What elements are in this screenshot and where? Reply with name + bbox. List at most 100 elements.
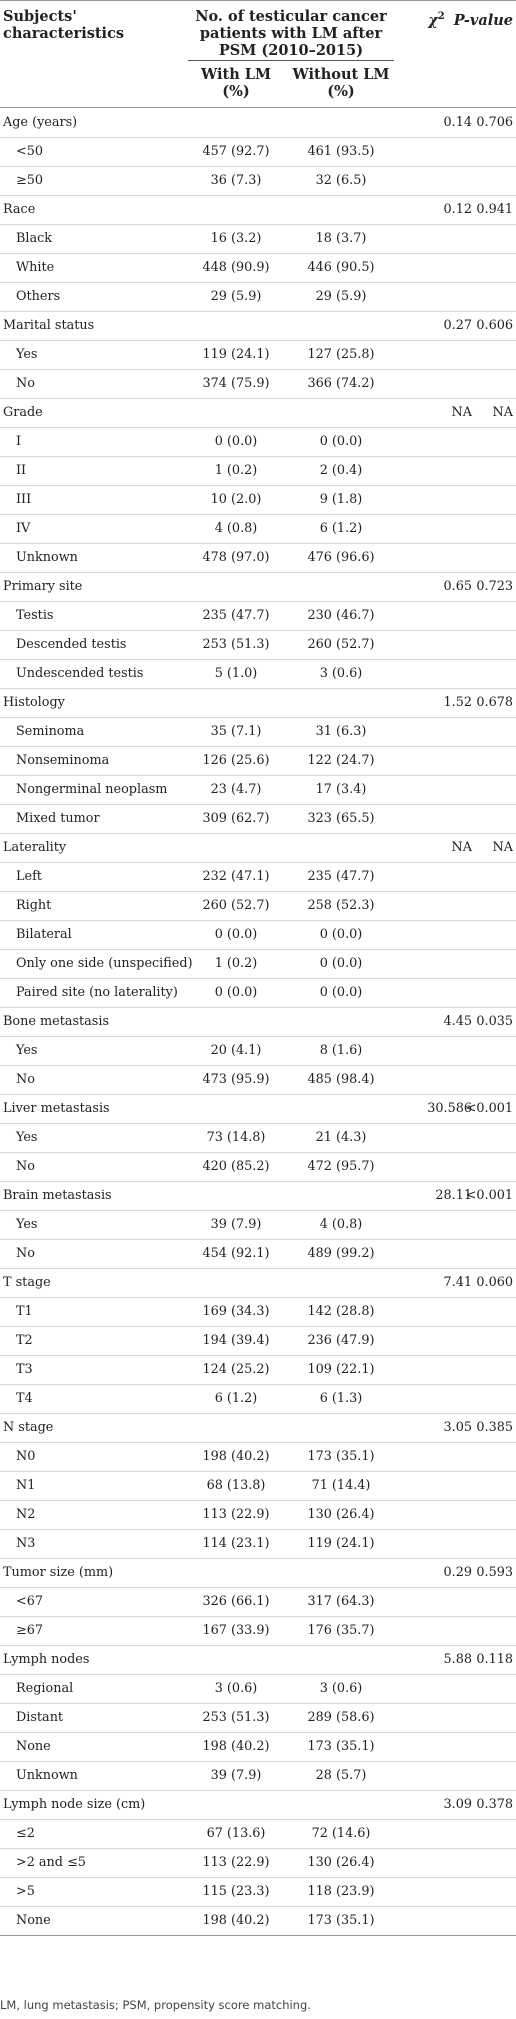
p-value: 0.678	[476, 695, 513, 710]
row-divider	[0, 1442, 516, 1443]
table-row: ≥67 167 (33.9) 176 (35.7)	[0, 1616, 516, 1645]
row-divider	[0, 398, 516, 399]
table-row: Descended testis 253 (51.3) 260 (52.7)	[0, 630, 516, 659]
without-lm-value: 127 (25.8)	[307, 347, 375, 362]
without-lm-value: 3 (0.6)	[319, 1681, 363, 1696]
with-lm-value: 29 (5.9)	[210, 289, 262, 304]
table-row: III 10 (2.0) 9 (1.8)	[0, 485, 516, 514]
row-divider	[0, 1877, 516, 1878]
table-row: None 198 (40.2) 173 (35.1)	[0, 1732, 516, 1761]
with-lm-value: 198 (40.2)	[202, 1449, 270, 1464]
row-divider	[0, 1616, 516, 1617]
row-divider	[0, 282, 516, 283]
row-label: <67	[16, 1594, 44, 1609]
table-row: N2 113 (22.9) 130 (26.4)	[0, 1500, 516, 1529]
with-lm-value: 67 (13.6)	[206, 1826, 266, 1841]
table-row: N0 198 (40.2) 173 (35.1)	[0, 1442, 516, 1471]
row-label: Regional	[16, 1681, 74, 1696]
without-lm-value: 489 (99.2)	[307, 1246, 375, 1261]
with-lm-value: 448 (90.9)	[202, 260, 270, 275]
row-divider	[0, 369, 516, 370]
row-label: IV	[16, 521, 31, 536]
table-row: >2 and ≤5 113 (22.9) 130 (26.4)	[0, 1848, 516, 1877]
row-label: No	[16, 1246, 35, 1261]
table-group-row: Marital status 0.27 0.606	[0, 311, 516, 340]
table-row: T3 124 (25.2) 109 (22.1)	[0, 1355, 516, 1384]
table-row: Distant 253 (51.3) 289 (58.6)	[0, 1703, 516, 1732]
header-group: No. of testicular cancer patients with L…	[195, 8, 387, 59]
row-label: Marital status	[3, 318, 95, 333]
row-divider	[0, 949, 516, 950]
chi2-value: 0.27	[443, 318, 473, 333]
row-divider	[0, 1355, 516, 1356]
row-label: Liver metastasis	[3, 1101, 110, 1116]
without-lm-value: 317 (64.3)	[307, 1594, 375, 1609]
table-row: T1 169 (34.3) 142 (28.8)	[0, 1297, 516, 1326]
row-divider	[0, 746, 516, 747]
table-row: Undescended testis 5 (1.0) 3 (0.6)	[0, 659, 516, 688]
row-label: Yes	[16, 347, 38, 362]
row-divider	[0, 1036, 516, 1037]
row-divider	[0, 195, 516, 196]
header-bottom-rule	[0, 107, 516, 108]
without-lm-value: 173 (35.1)	[307, 1739, 375, 1754]
row-label: No	[16, 1072, 35, 1087]
row-divider	[0, 572, 516, 573]
row-label: Black	[16, 231, 53, 246]
row-divider	[0, 1181, 516, 1182]
without-lm-value: 130 (26.4)	[307, 1507, 375, 1522]
row-divider	[0, 485, 516, 486]
table-row: Regional 3 (0.6) 3 (0.6)	[0, 1674, 516, 1703]
without-lm-value: 235 (47.7)	[307, 869, 375, 884]
with-lm-value: 20 (4.1)	[210, 1043, 262, 1058]
without-lm-value: 109 (22.1)	[307, 1362, 375, 1377]
with-lm-value: 119 (24.1)	[202, 347, 270, 362]
table-row: Yes 119 (24.1) 127 (25.8)	[0, 340, 516, 369]
with-lm-value: 420 (85.2)	[202, 1159, 270, 1174]
row-divider	[0, 166, 516, 167]
row-divider	[0, 253, 516, 254]
row-label: III	[16, 492, 32, 507]
table-row: N3 114 (23.1) 119 (24.1)	[0, 1529, 516, 1558]
chi2-value: 3.05	[443, 1420, 473, 1435]
with-lm-value: 169 (34.3)	[202, 1304, 270, 1319]
with-lm-value: 115 (23.3)	[202, 1884, 270, 1899]
table-row: II 1 (0.2) 2 (0.4)	[0, 456, 516, 485]
with-lm-value: 0 (0.0)	[214, 434, 258, 449]
row-divider	[0, 224, 516, 225]
row-divider	[0, 311, 516, 312]
with-lm-value: 113 (22.9)	[202, 1855, 270, 1870]
header-without-lm: Without LM (%)	[292, 66, 390, 100]
row-label: T1	[16, 1304, 33, 1319]
without-lm-value: 3 (0.6)	[319, 666, 363, 681]
row-label: Lymph nodes	[3, 1652, 90, 1667]
table-row: No 454 (92.1) 489 (99.2)	[0, 1239, 516, 1268]
row-divider	[0, 1239, 516, 1240]
table-row: Unknown 39 (7.9) 28 (5.7)	[0, 1761, 516, 1790]
row-label: N stage	[3, 1420, 54, 1435]
with-lm-value: 126 (25.6)	[202, 753, 270, 768]
table-row: Only one side (unspecified) 1 (0.2) 0 (0.0…	[0, 949, 516, 978]
row-label: No	[16, 376, 35, 391]
table-group-row: Primary site 0.65 0.723	[0, 572, 516, 601]
row-divider	[0, 1529, 516, 1530]
table-group-row: Bone metastasis 4.45 0.035	[0, 1007, 516, 1036]
row-label: Yes	[16, 1130, 38, 1145]
row-divider	[0, 601, 516, 602]
chi2-value: 3.09	[443, 1797, 473, 1812]
with-lm-value: 124 (25.2)	[202, 1362, 270, 1377]
without-lm-value: 176 (35.7)	[307, 1623, 375, 1638]
row-label: Right	[16, 898, 52, 913]
without-lm-value: 323 (65.5)	[307, 811, 375, 826]
without-lm-value: 71 (14.4)	[311, 1478, 371, 1493]
row-label: Unknown	[16, 550, 78, 565]
row-label: White	[16, 260, 55, 275]
p-value: <0.001	[465, 1101, 513, 1116]
without-lm-value: 9 (1.8)	[319, 492, 363, 507]
row-divider	[0, 833, 516, 834]
without-lm-value: 173 (35.1)	[307, 1913, 375, 1928]
p-value: <0.001	[465, 1188, 513, 1203]
row-divider	[0, 1007, 516, 1008]
without-lm-value: 0 (0.0)	[319, 985, 363, 1000]
table-row: T2 194 (39.4) 236 (47.9)	[0, 1326, 516, 1355]
